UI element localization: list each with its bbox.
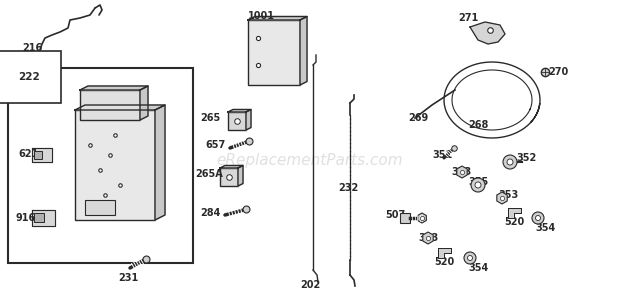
Text: 231: 231 <box>118 273 138 283</box>
Text: 354: 354 <box>535 223 556 233</box>
Bar <box>220 168 238 186</box>
Bar <box>85 200 115 215</box>
Bar <box>248 20 300 85</box>
Polygon shape <box>32 148 52 162</box>
Text: 352: 352 <box>516 153 536 163</box>
Text: 265A: 265A <box>195 169 223 179</box>
Text: 268: 268 <box>468 120 489 130</box>
Polygon shape <box>457 166 467 178</box>
Polygon shape <box>80 86 148 90</box>
Circle shape <box>503 155 517 169</box>
Circle shape <box>507 159 513 165</box>
Circle shape <box>464 252 476 264</box>
Text: 271: 271 <box>458 13 478 23</box>
Bar <box>34 151 42 159</box>
Polygon shape <box>155 105 165 220</box>
Polygon shape <box>300 17 307 85</box>
Polygon shape <box>418 213 427 223</box>
Bar <box>80 90 140 120</box>
Polygon shape <box>470 22 505 44</box>
Bar <box>228 112 246 130</box>
Text: 354: 354 <box>468 263 489 273</box>
Circle shape <box>532 212 544 224</box>
Circle shape <box>536 216 541 221</box>
Polygon shape <box>248 17 307 20</box>
Bar <box>400 213 410 223</box>
Circle shape <box>471 178 485 192</box>
Text: 353: 353 <box>418 233 438 243</box>
Text: 202: 202 <box>300 280 321 290</box>
Polygon shape <box>497 192 507 204</box>
Text: 265: 265 <box>200 113 220 123</box>
Bar <box>75 110 155 220</box>
Text: 520: 520 <box>504 217 525 227</box>
Circle shape <box>475 182 481 188</box>
Bar <box>34 213 44 222</box>
Polygon shape <box>238 166 243 186</box>
Text: 232: 232 <box>338 183 358 193</box>
Text: 916: 916 <box>15 213 35 223</box>
Text: 520: 520 <box>434 257 454 267</box>
Polygon shape <box>438 248 451 258</box>
Polygon shape <box>508 208 521 218</box>
Circle shape <box>467 256 472 260</box>
Text: 621: 621 <box>18 149 38 159</box>
Text: 353: 353 <box>498 190 518 200</box>
Text: 284: 284 <box>200 208 220 218</box>
Polygon shape <box>75 105 165 110</box>
Polygon shape <box>220 166 243 168</box>
Polygon shape <box>140 86 148 120</box>
Text: 1001: 1001 <box>248 11 275 21</box>
Polygon shape <box>228 110 251 112</box>
Text: 222: 222 <box>18 72 40 82</box>
Polygon shape <box>32 210 55 226</box>
Text: 216: 216 <box>22 43 42 53</box>
Text: 507: 507 <box>385 210 405 220</box>
Text: 351: 351 <box>432 150 452 160</box>
Text: 270: 270 <box>548 67 569 77</box>
Text: 657: 657 <box>205 140 225 150</box>
Text: eReplacementParts.com: eReplacementParts.com <box>216 153 404 167</box>
Text: 353: 353 <box>451 167 471 177</box>
Text: 269: 269 <box>408 113 428 123</box>
Polygon shape <box>423 232 433 244</box>
Text: 355: 355 <box>468 177 489 187</box>
Polygon shape <box>246 110 251 130</box>
Bar <box>8 68 193 263</box>
